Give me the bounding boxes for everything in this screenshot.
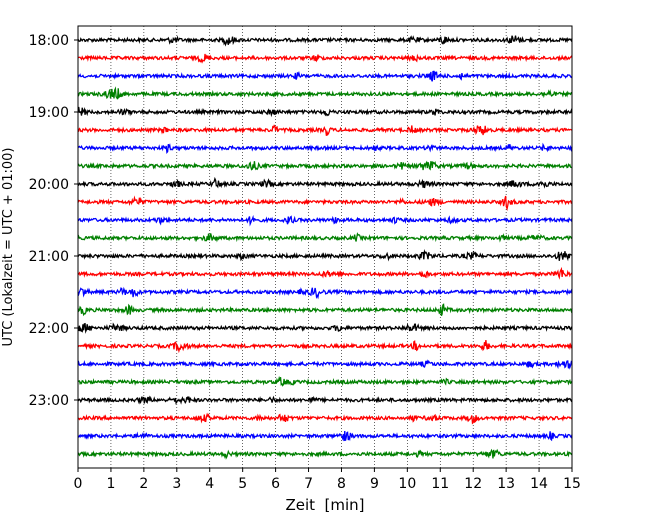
x-tick-label-13: 13 (497, 476, 515, 492)
y-axis-ticks: 18:00 19:00 20:00 21:00 22:00 23:00 (29, 33, 78, 409)
x-axis-ticks: 0 1 2 3 4 5 6 7 8 9 10 11 12 13 14 15 (74, 468, 581, 492)
trace-2300 (77, 395, 573, 405)
trace-2215 (77, 340, 573, 354)
y-tick-label-2200: 22:00 (29, 321, 69, 337)
trace-2330 (77, 430, 573, 442)
trace-1815 (77, 53, 573, 64)
y-tick-label-2300: 23:00 (29, 393, 69, 409)
plot-frame (77, 25, 573, 469)
y-axis-label: UTC (Lokalzeit = UTC + 01:00) (1, 148, 16, 347)
trace-2030 (77, 214, 573, 227)
y-tick-label-2000: 20:00 (29, 177, 69, 193)
x-tick-label-8: 8 (337, 476, 346, 492)
trace-1930 (77, 142, 573, 154)
trace-1915 (77, 124, 573, 136)
x-tick-label-7: 7 (304, 476, 313, 492)
x-tick-label-12: 12 (464, 476, 482, 492)
trace-1845 (77, 86, 573, 100)
x-tick-label-0: 0 (74, 476, 83, 492)
x-tick-label-4: 4 (205, 476, 214, 492)
trace-2000 (77, 176, 573, 189)
x-tick-label-2: 2 (139, 476, 148, 492)
x-tick-label-1: 1 (106, 476, 115, 492)
trace-1945 (77, 160, 573, 171)
trace-1800 (77, 35, 573, 47)
trace-2200 (77, 322, 573, 334)
x-tick-label-14: 14 (530, 476, 548, 492)
x-tick-label-15: 15 (563, 476, 581, 492)
x-tick-label-10: 10 (398, 476, 416, 492)
x-axis-label: Zeit [min] (285, 496, 364, 514)
x-tick-label-6: 6 (271, 476, 280, 492)
trace-2045 (77, 232, 573, 243)
trace-1830 (77, 70, 573, 82)
x-tick-label-11: 11 (431, 476, 449, 492)
trace-1900 (77, 106, 573, 118)
trace-2345 (77, 448, 573, 460)
y-tick-label-1800: 18:00 (29, 33, 69, 49)
y-tick-label-2100: 21:00 (29, 249, 69, 265)
trace-2130 (77, 286, 573, 300)
trace-2115 (77, 266, 573, 280)
trace-2245 (77, 375, 573, 387)
y-tick-label-1900: 19:00 (29, 105, 69, 121)
x-tick-label-3: 3 (172, 476, 181, 492)
x-tick-label-5: 5 (238, 476, 247, 492)
trace-2230 (77, 359, 573, 370)
trace-2015 (77, 195, 573, 212)
trace-2315 (77, 412, 573, 425)
trace-2100 (77, 248, 573, 262)
seismic-traces (77, 35, 573, 460)
trace-2145 (77, 303, 573, 317)
x-tick-label-9: 9 (370, 476, 379, 492)
